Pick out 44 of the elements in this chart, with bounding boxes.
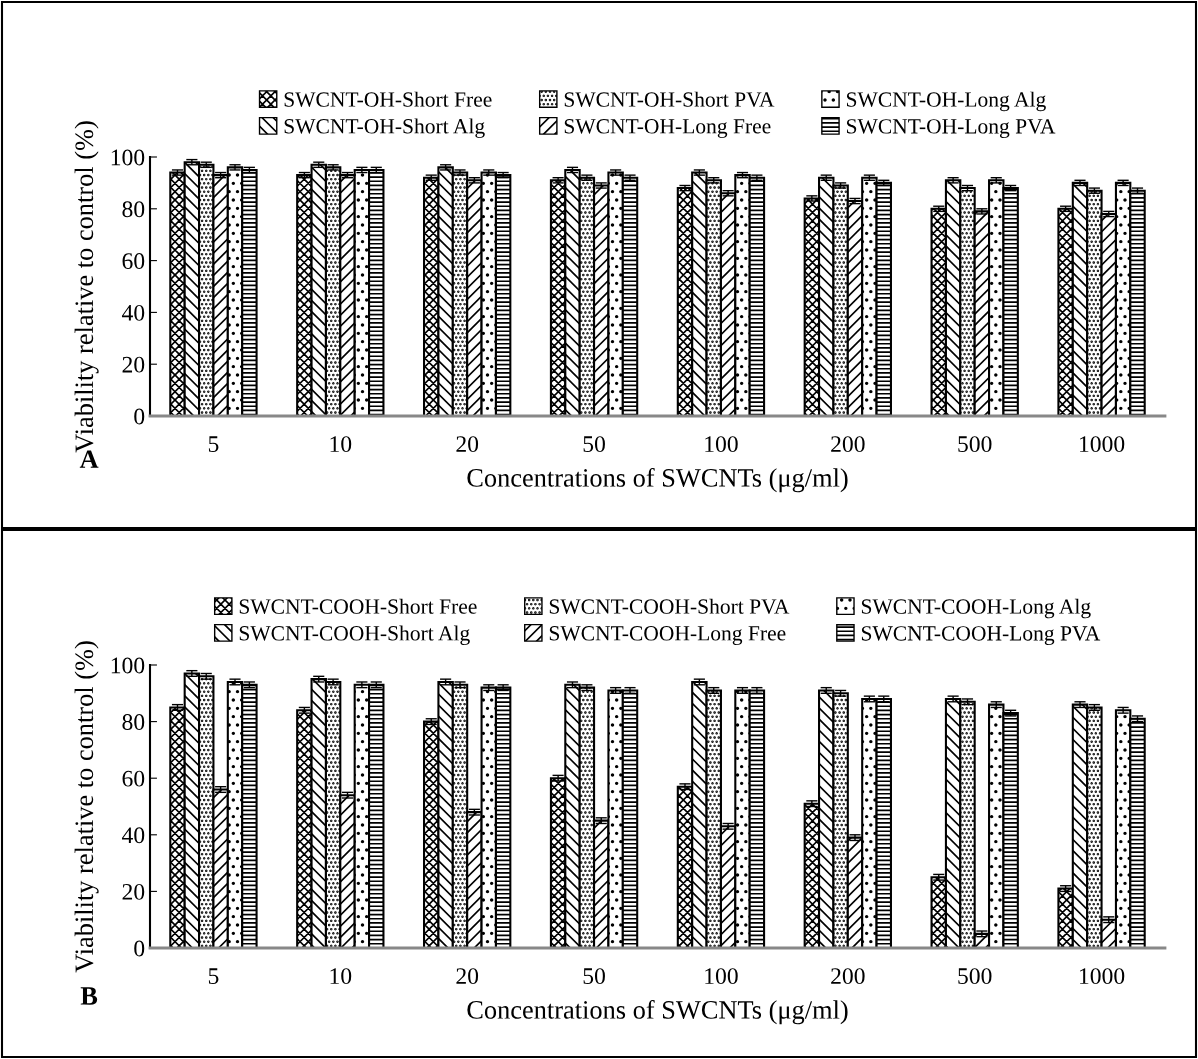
y-tick-label: 20	[122, 883, 145, 900]
x-tick-label: 100	[705, 436, 738, 453]
x-tick-label: 500	[958, 436, 992, 453]
x-tick-label: 500	[958, 968, 992, 985]
x-tick-label: 200	[831, 436, 865, 453]
legend-label: SWCNT-COOH-Long Free	[549, 626, 786, 646]
y-tick-label: 100	[111, 149, 145, 166]
y-tick-label: 60	[122, 770, 145, 787]
legend-label: SWCNT-COOH-Long PVA	[861, 626, 1101, 646]
y-axis-title: Viability relative to control (%)	[74, 641, 99, 973]
legend-label: SWCNT-OH-Short Alg	[284, 118, 485, 138]
y-tick-label: 20	[122, 356, 145, 373]
x-tick-label: 1000	[1080, 436, 1125, 453]
legend-label: SWCNT-COOH-Short Free	[239, 598, 477, 614]
y-tick-label: 0	[134, 940, 145, 957]
x-tick-label: 100	[705, 968, 738, 985]
x-tick-label: 50	[583, 968, 605, 985]
legend-label: SWCNT-COOH-Short Alg	[239, 625, 470, 646]
legend-label: SWCNT-COOH-Long Alg	[861, 598, 1091, 619]
x-tick-label: 200	[831, 968, 865, 985]
legend-label: SWCNT-OH-Short Free	[284, 91, 492, 107]
x-tick-label: 5	[208, 436, 219, 453]
x-tick-label: 50	[583, 436, 605, 453]
y-tick-label: 80	[122, 201, 145, 218]
x-tick-label: 5	[208, 968, 219, 985]
legend-label: SWCNT-OH-Long Free	[564, 119, 771, 138]
y-tick-label: 40	[121, 827, 145, 844]
x-axis-title: Concentrations of SWCNTs (μg/ml)	[467, 999, 848, 1025]
x-tick-label: 20	[456, 968, 479, 985]
text: B	[80, 987, 98, 1005]
legend-label: SWCNT-OH-Short PVA	[564, 91, 775, 107]
legend-label: SWCNT-OH-Long PVA	[846, 119, 1056, 139]
legend-label: SWCNT-OH-Long Alg	[846, 91, 1046, 112]
legend-label: SWCNT-COOH-Short PVA	[549, 598, 790, 614]
y-tick-label: 0	[134, 408, 145, 425]
y-tick-label: 60	[122, 253, 145, 270]
x-tick-label: 20	[456, 436, 479, 453]
y-tick-label: 80	[122, 714, 145, 731]
x-tick-label: 1000	[1080, 968, 1125, 985]
x-tick-label: 10	[330, 436, 352, 453]
y-tick-label: 100	[111, 657, 145, 674]
x-axis-title: Concentrations of SWCNTs (μg/ml)	[467, 467, 848, 493]
x-tick-label: 10	[330, 968, 352, 985]
y-tick-label: 40	[121, 304, 145, 321]
